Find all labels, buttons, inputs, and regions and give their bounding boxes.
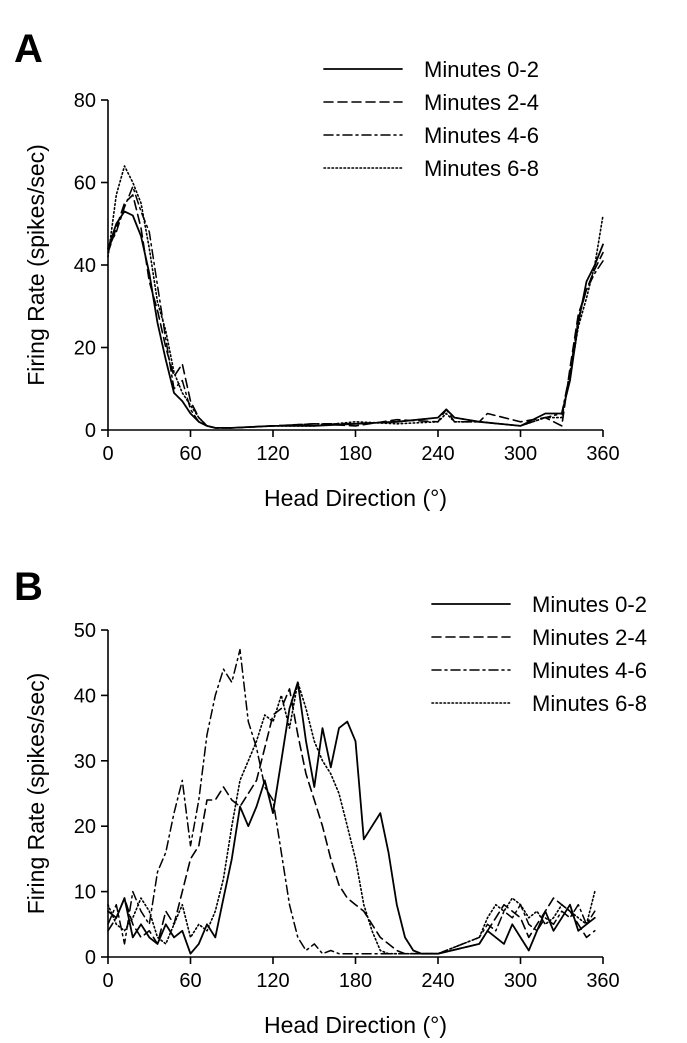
x-axis-title: Head Direction (°) [264,1012,447,1038]
series-line-dotted [107,165,604,429]
legend-label: Minutes 6-8 [424,156,539,181]
y-tick-label: 50 [74,620,96,642]
y-tick-label: 0 [85,947,96,969]
legend-label: Minutes 4-6 [424,123,539,148]
y-tick-label: 0 [85,420,96,442]
panel-letter: B [14,565,43,609]
x-tick-label: 240 [421,443,454,465]
x-tick-label: 360 [586,443,619,465]
y-tick-label: 60 [74,173,96,195]
y-tick-label: 40 [74,685,96,707]
y-tick-label: 30 [74,751,96,773]
panel-b: B 0 10 20 30 40 50 0 60 120 180 240 300 360 Head Direc… [14,565,647,1038]
y-tick-label: 20 [74,338,96,360]
x-tick-label: 60 [179,443,201,465]
y-tick-label: 20 [74,816,96,838]
x-tick-label: 120 [256,970,289,992]
x-tick-label: 240 [421,970,454,992]
series-line-dashdot [107,185,604,429]
y-axis-title: Firing Rate (spikes/sec) [23,673,49,915]
legend-label: Minutes 0-2 [424,57,539,82]
series-line-dotted [107,681,596,955]
series-line-dashed [107,688,596,955]
legend-label: Minutes 0-2 [532,592,647,617]
y-tick-label: 40 [74,255,96,277]
x-tick-label: 180 [339,970,372,992]
x-tick-label: 180 [339,443,372,465]
x-tick-label: 120 [256,443,289,465]
legend-label: Minutes 2-4 [532,625,647,650]
y-tick-label: 80 [74,90,96,112]
legend-label: Minutes 2-4 [424,90,539,115]
x-tick-label: 360 [586,970,619,992]
series-line-solid [107,210,604,429]
panel-letter: A [14,27,43,71]
y-axis-title: Firing Rate (spikes/sec) [23,144,49,386]
x-tick-label: 60 [179,970,201,992]
legend-label: Minutes 4-6 [532,658,647,683]
x-tick-label: 0 [102,970,113,992]
panel-a: A 0 20 40 60 80 0 60 120 180 240 300 360 Head Directi… [14,27,620,511]
x-axis-title: Head Direction (°) [264,485,447,511]
y-tick-label: 10 [74,882,96,904]
series-line-dashdot [107,648,596,955]
x-tick-label: 0 [102,443,113,465]
x-tick-label: 300 [504,970,537,992]
legend-label: Minutes 6-8 [532,691,647,716]
x-tick-label: 300 [504,443,537,465]
series-line-solid [107,681,596,955]
